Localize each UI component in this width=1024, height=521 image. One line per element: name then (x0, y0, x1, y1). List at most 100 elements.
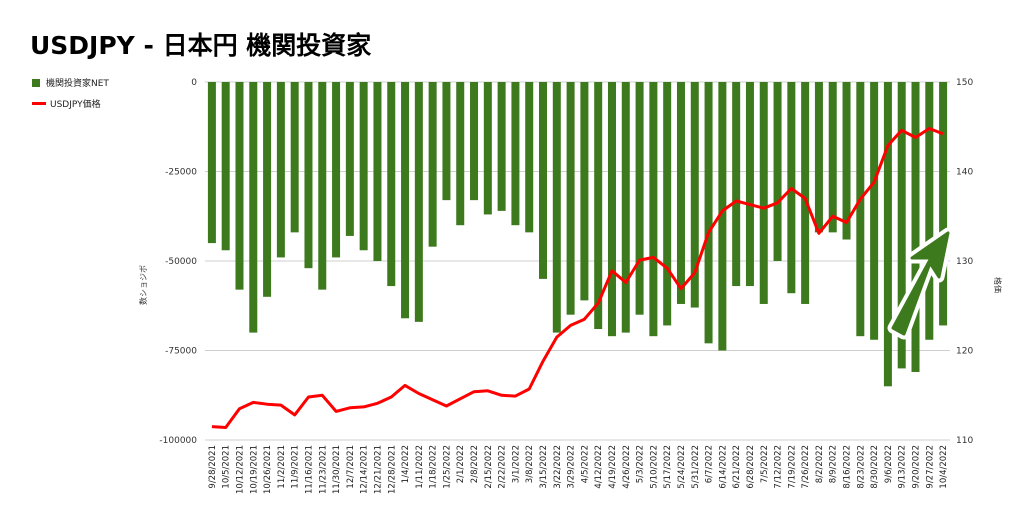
left-tick-label: -75000 (165, 347, 197, 357)
x-tick-label: 8/2/2022 (815, 445, 825, 483)
bar (539, 82, 548, 279)
x-tick-label: 8/9/2022 (829, 445, 839, 483)
bar (897, 82, 906, 369)
bar (276, 82, 285, 258)
x-tick-label: 3/22/2022 (553, 445, 563, 489)
trend-arrow-icon (891, 231, 950, 336)
x-tick-label: 2/8/2022 (470, 445, 480, 483)
bar (718, 82, 727, 351)
bar (773, 82, 782, 261)
bar (745, 82, 754, 287)
right-tick-label: 120 (956, 347, 973, 357)
left-axis-title: 数ショジボ (138, 265, 148, 305)
x-tick-label: 2/1/2022 (456, 445, 466, 483)
bar (566, 82, 575, 315)
x-tick-label: 11/9/2021 (291, 445, 301, 489)
bar (649, 82, 658, 337)
bar (414, 82, 423, 322)
bar (290, 82, 299, 233)
bar (552, 82, 561, 333)
x-tick-label: 5/31/2022 (691, 445, 701, 489)
x-tick-label: 9/27/2022 (925, 445, 935, 489)
x-tick-label: 1/25/2022 (442, 445, 452, 489)
bar (690, 82, 699, 308)
legend-bar-label: 機関投資家NET (46, 79, 109, 89)
x-tick-label: 4/12/2022 (594, 445, 604, 489)
x-tick-label: 8/30/2022 (870, 445, 880, 489)
x-tick-label: 6/7/2022 (705, 445, 715, 483)
bar (635, 82, 644, 315)
bar (911, 82, 920, 372)
left-tick-label: -25000 (165, 168, 197, 178)
right-tick-label: 150 (956, 78, 973, 88)
x-tick-label: 11/30/2021 (332, 445, 342, 494)
x-tick-label: 11/16/2021 (305, 445, 315, 494)
x-tick-label: 12/21/2021 (374, 445, 384, 494)
x-tick-label: 7/12/2022 (774, 445, 784, 489)
x-tick-label: 8/23/2022 (856, 445, 866, 489)
right-tick-label: 140 (956, 168, 973, 178)
x-tick-label: 4/5/2022 (580, 445, 590, 483)
bar (883, 82, 892, 387)
bar (359, 82, 368, 251)
price-line (211, 127, 944, 429)
right-tick-label: 130 (956, 257, 973, 267)
left-tick-label: -50000 (165, 257, 197, 267)
bar (663, 82, 672, 326)
x-tick-label: 9/28/2021 (208, 445, 218, 489)
bar (676, 82, 685, 304)
x-tick-label: 2/15/2022 (484, 445, 494, 489)
bar (801, 82, 810, 304)
bar (732, 82, 741, 287)
x-tick-label: 8/16/2022 (843, 445, 853, 489)
bar (207, 82, 216, 244)
left-tick-label: 0 (191, 78, 197, 88)
bar (401, 82, 410, 319)
bar (580, 82, 589, 301)
x-tick-label: 3/8/2022 (525, 445, 535, 483)
bar (387, 82, 396, 287)
bar (332, 82, 341, 258)
x-tick-label: 10/5/2021 (222, 445, 232, 489)
left-tick-label: -100000 (159, 436, 197, 446)
bar (428, 82, 437, 247)
legend-item-line: USDJPY価格 (32, 97, 101, 110)
bar (925, 82, 934, 340)
bar (497, 82, 506, 211)
x-tick-label: 2/22/2022 (498, 445, 508, 489)
bar (856, 82, 865, 337)
bar (607, 82, 616, 337)
bar (704, 82, 713, 344)
bar (235, 82, 244, 290)
right-axis-title: 格価 (993, 277, 1003, 293)
x-tick-label: 12/28/2021 (387, 445, 397, 494)
x-tick-label: 11/2/2021 (277, 445, 287, 489)
bar (939, 82, 948, 326)
x-tick-label: 1/18/2022 (429, 445, 439, 489)
x-tick-label: 12/7/2021 (346, 445, 356, 489)
bar (470, 82, 479, 201)
x-tick-label: 3/29/2022 (567, 445, 577, 489)
bar (456, 82, 465, 226)
bar (759, 82, 768, 304)
x-tick-label: 9/13/2022 (898, 445, 908, 489)
right-tick-label: 110 (956, 436, 973, 446)
bar (828, 82, 837, 233)
x-tick-label: 10/12/2021 (236, 445, 246, 494)
legend-line-swatch (32, 102, 46, 105)
bar (345, 82, 354, 236)
x-tick-label: 7/19/2022 (787, 445, 797, 489)
bar (870, 82, 879, 340)
chart-title: USDJPY - 日本円 機関投資家 (30, 31, 372, 60)
x-tick-label: 9/20/2022 (912, 445, 922, 489)
x-tick-label: 10/26/2021 (263, 445, 273, 494)
bar (318, 82, 327, 290)
x-tick-label: 5/3/2022 (636, 445, 646, 483)
bar (249, 82, 258, 333)
x-tick-label: 12/14/2021 (360, 445, 370, 494)
x-tick-label: 5/10/2022 (649, 445, 659, 489)
x-tick-label: 11/23/2021 (318, 445, 328, 494)
bar (621, 82, 630, 333)
x-tick-label: 9/6/2022 (884, 445, 894, 483)
